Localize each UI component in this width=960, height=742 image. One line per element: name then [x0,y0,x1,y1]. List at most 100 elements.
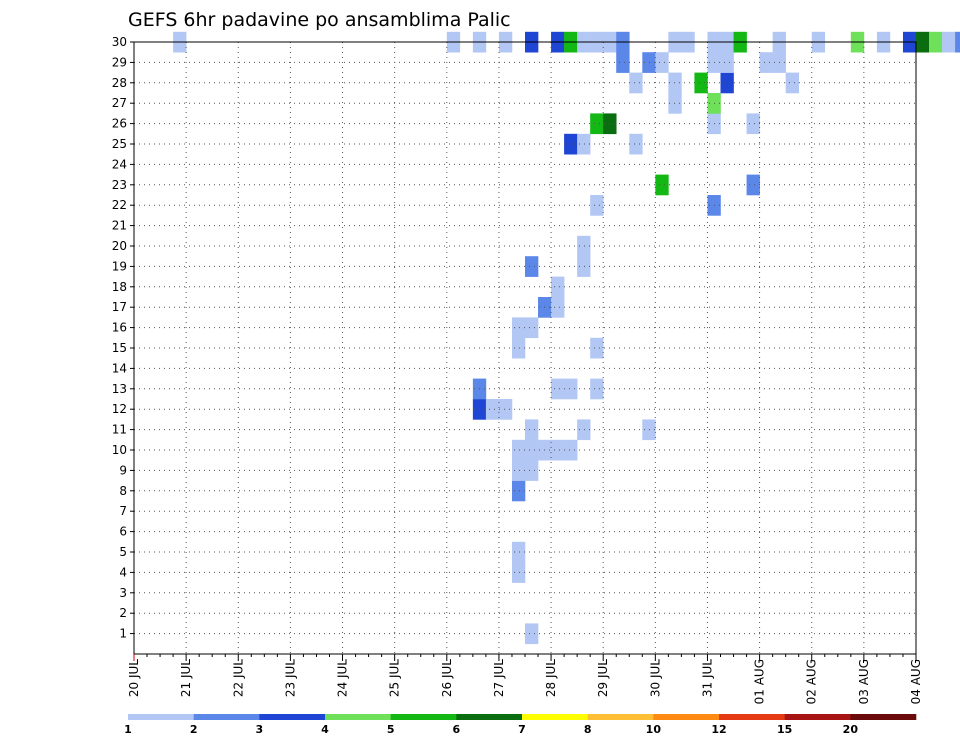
heatmap-cell [590,378,604,400]
heatmap-cell [929,31,943,53]
heatmap-cell [785,72,799,94]
heatmap-cell [564,378,578,400]
heatmap-cell [629,72,643,94]
x-tick-label: 03 AUG [857,659,871,704]
heatmap-cell [942,31,956,53]
heatmap-cell [590,337,604,359]
y-tick-label: 12 [112,402,127,416]
legend-label: 8 [584,723,592,736]
y-tick-label: 20 [112,239,127,253]
x-tick-label: 31 JUL [700,659,714,697]
heatmap-cell [590,113,604,135]
legend-swatch [719,714,785,720]
chart-title: GEFS 6hr padavine po ansamblima Palic [128,9,511,31]
legend-label: 7 [518,723,526,736]
heatmap-cell [525,623,539,645]
heatmap-cell [916,31,930,53]
legend-label: 1 [124,723,132,736]
legend: 1 2 3 4 5 6 7 8 10 12 15 20 [124,714,917,736]
y-tick-label: 25 [112,137,127,151]
legend-swatch [784,714,851,720]
y-tick-label: 28 [112,76,127,90]
y-tick-label: 18 [112,280,127,294]
y-tick-label: 29 [112,55,127,69]
y-tick-label: 24 [112,157,127,171]
heatmap-cell [511,439,526,461]
heatmap-cell [525,419,539,441]
heatmap-cell [577,256,591,277]
legend-swatch [522,714,588,720]
heatmap-cell [668,93,682,114]
legend-swatch [390,714,457,720]
y-tick-label: 19 [112,259,127,273]
legend-swatch [193,714,260,720]
heatmap-cell [642,419,656,441]
heatmap-cell [564,439,578,461]
y-tick-label: 14 [112,361,127,375]
heatmap-cell [511,460,526,481]
heatmap-cell [694,72,708,94]
heatmap-cell [655,174,669,196]
y-tick-label: 10 [112,443,127,457]
heatmap-cell [551,378,565,400]
y-tick-label: 13 [112,382,127,396]
legend-swatch [653,714,720,720]
legend-swatch [587,714,654,720]
heatmap-cell [577,419,591,441]
heatmap-cell [746,174,760,196]
heatmap-cell [655,52,669,73]
y-tick-label: 1 [119,627,127,641]
legend-swatch [128,714,194,720]
heatmap-cell [511,317,526,339]
x-tick-label: 02 AUG [805,659,819,704]
heatmap-cell [551,439,565,461]
legend-label: 5 [387,723,395,736]
heatmap-cell [525,317,539,339]
x-tick-label: 25 JUL [388,659,402,697]
y-tick-label: 30 [112,35,127,49]
y-tick-label: 8 [119,484,127,498]
heatmap-cell [616,52,630,73]
y-tick-label: 23 [112,178,127,192]
heatmap-cell [525,460,539,481]
y-tick-label: 7 [119,504,127,518]
legend-swatch [850,714,917,720]
y-tick-label: 9 [119,463,127,477]
y-tick-label: 16 [112,321,127,335]
legend-label: 3 [256,723,264,736]
heatmap-cell [498,399,513,420]
heatmap-cell [564,133,578,155]
x-tick-label: 04 AUG [909,659,923,704]
y-tick-label: 2 [119,606,127,620]
heatmap-cell [746,113,760,135]
heatmap-cell [720,72,734,94]
x-tick-label: 23 JUL [283,659,297,697]
heatmap-cell [485,399,500,420]
y-tick-label: 27 [112,96,127,110]
y-tick-label: 15 [112,341,127,355]
x-tick-label: 22 JUL [231,659,245,697]
x-tick-label: 26 JUL [440,659,454,697]
legend-label: 10 [646,723,662,736]
legend-swatch [456,714,523,720]
x-tick-label: 20 JUL [127,659,141,697]
y-tick-label: 26 [112,117,127,131]
x-tick-label: 27 JUL [492,659,506,697]
heatmap-cell [759,52,773,73]
x-tick-label: 30 JUL [648,659,662,697]
legend-label: 12 [711,723,726,736]
x-axis: 20 JUL 21 JUL 22 JUL 23 JUL 24 JUL 25 JUL 26 J… [127,654,923,704]
y-tick-label: 5 [119,545,127,559]
heatmap-cells [173,31,960,645]
heatmap-cell [577,235,591,257]
legend-label: 15 [777,723,792,736]
y-tick-label: 4 [119,565,127,579]
x-tick-label: 01 AUG [753,659,767,704]
heatmap-cell [629,133,643,155]
heatmap-cell [525,256,539,277]
legend-label: 4 [321,723,329,736]
heatmap-cell [551,297,565,318]
x-tick-label: 28 JUL [544,659,558,697]
grid-lines [134,41,916,654]
